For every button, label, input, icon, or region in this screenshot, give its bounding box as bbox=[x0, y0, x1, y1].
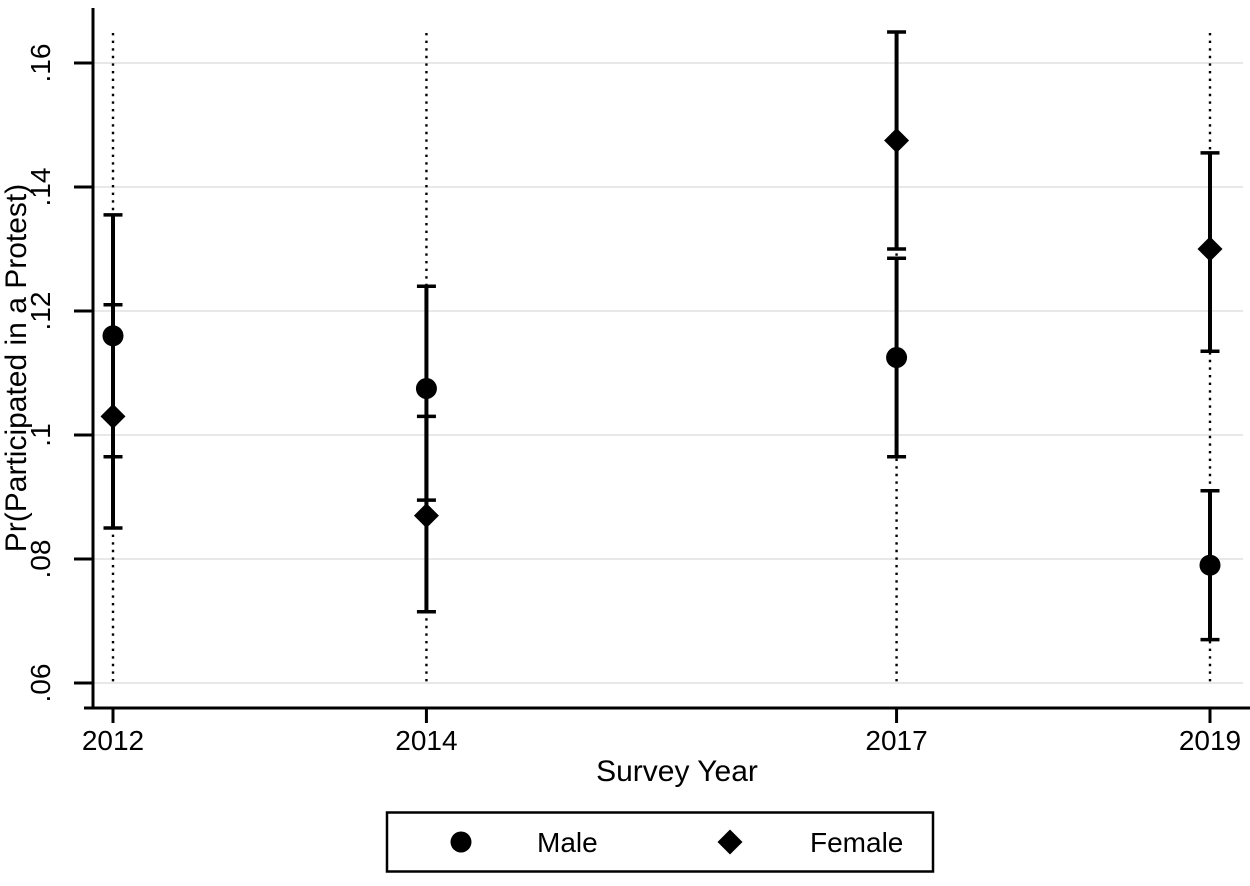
data-layer bbox=[100, 30, 1223, 642]
male-marker-2014 bbox=[415, 378, 437, 399]
legend-female-marker-icon bbox=[717, 829, 743, 855]
male-marker-2012 bbox=[102, 325, 124, 347]
gridlines-layer bbox=[93, 62, 1243, 684]
y-tick-label: .16 bbox=[25, 44, 56, 83]
female-marker-2014 bbox=[413, 503, 439, 529]
x-axis-title: Survey Year bbox=[596, 755, 758, 788]
legend: Male Female bbox=[385, 811, 935, 873]
x-tick-label: 2012 bbox=[82, 725, 144, 756]
male-marker-2019 bbox=[1199, 554, 1221, 576]
female-marker-2017 bbox=[884, 128, 910, 153]
x-tick-label: 2019 bbox=[1179, 725, 1241, 756]
legend-male-marker-icon bbox=[450, 831, 472, 853]
x-tick-label: 2017 bbox=[865, 725, 927, 756]
y-tick-label: .14 bbox=[25, 168, 56, 207]
legend-box bbox=[385, 811, 935, 873]
legend-female-label: Female bbox=[810, 827, 903, 858]
y-tick-label: .06 bbox=[25, 664, 56, 703]
female-marker-2012 bbox=[100, 403, 126, 429]
x-tick-label: 2014 bbox=[395, 725, 457, 756]
reference-lines-layer bbox=[111, 33, 1212, 686]
y-tick-label: .08 bbox=[25, 540, 56, 579]
male-marker-2017 bbox=[886, 347, 908, 368]
female-marker-2019 bbox=[1197, 236, 1223, 262]
axes-layer: .06 .08 .1 .12 .14 .16 2012 2014 2017 2019 bbox=[25, 8, 1250, 756]
y-tick-label: .1 bbox=[25, 423, 56, 446]
y-tick-label: .12 bbox=[25, 292, 56, 331]
y-axis-title: Pr(Participated in a Protest) bbox=[0, 184, 33, 552]
legend-male-label: Male bbox=[537, 827, 598, 858]
